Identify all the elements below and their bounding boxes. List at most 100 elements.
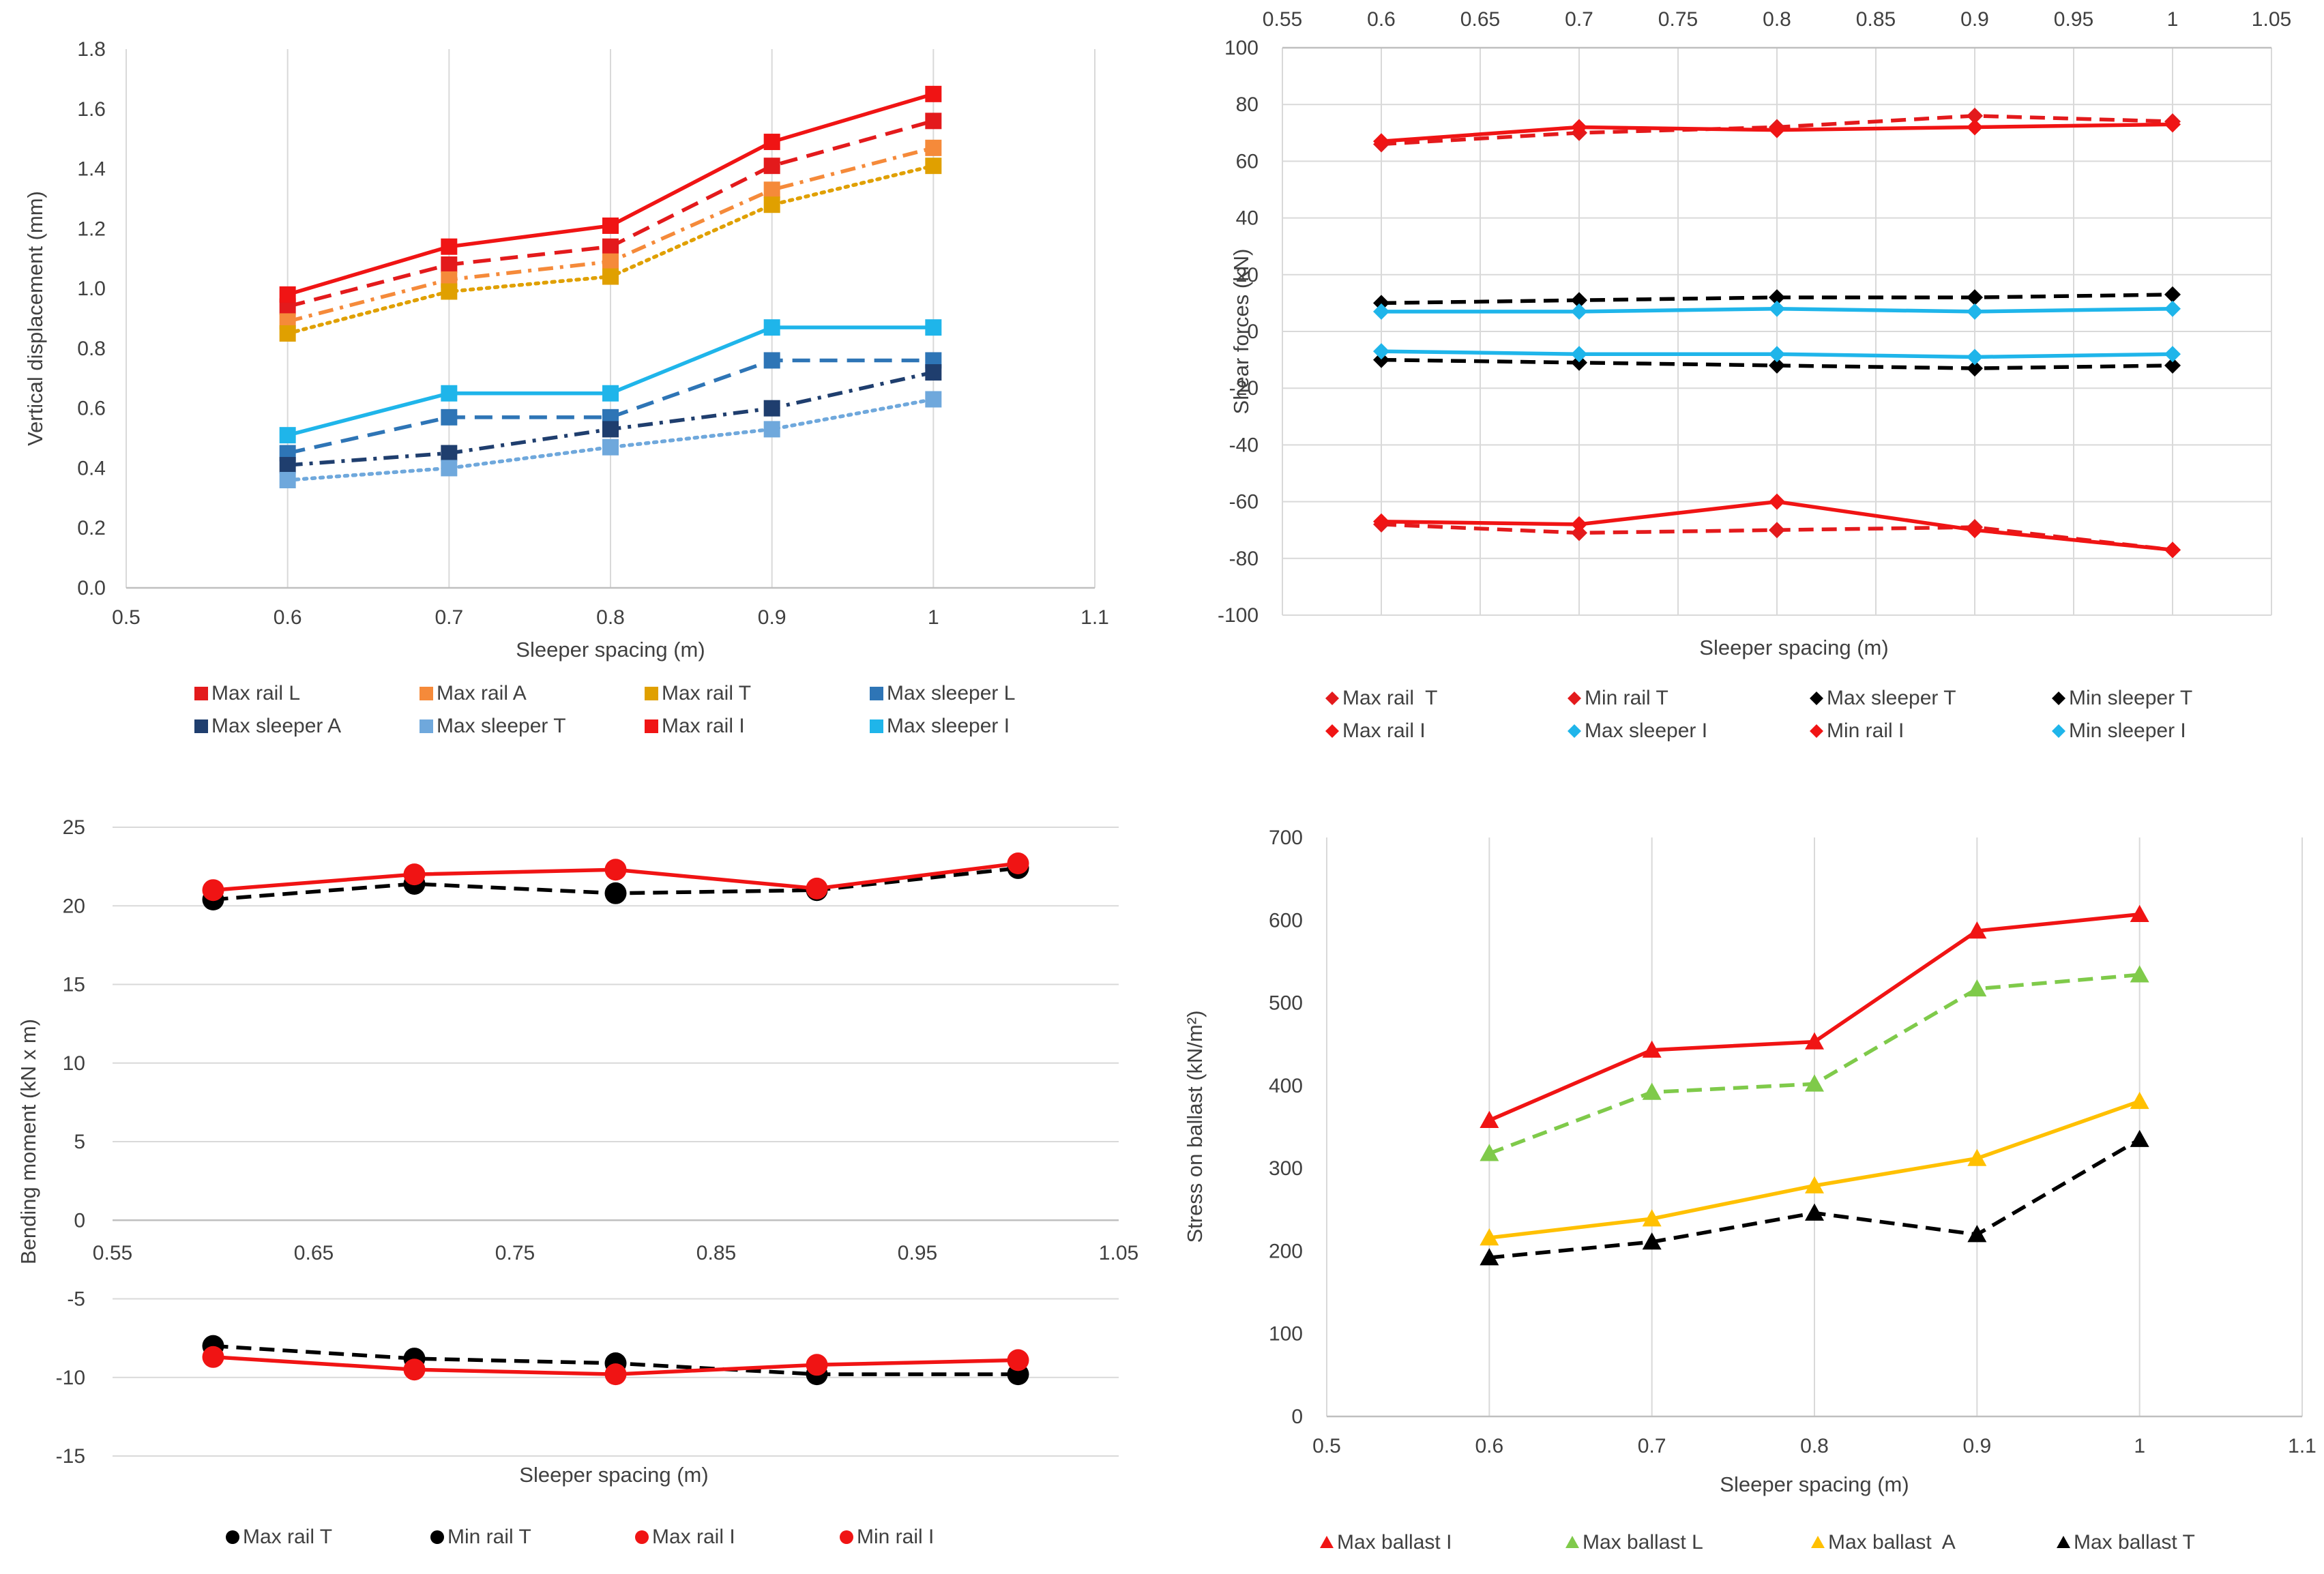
legend-label: Max rail I xyxy=(662,715,745,737)
stress-data-point xyxy=(1642,1209,1662,1227)
shear-data-point xyxy=(1967,360,1983,377)
legend-marker-shape xyxy=(430,1530,444,1544)
shear-data-point xyxy=(1967,119,1983,136)
disp-y-tick-label: 1.4 xyxy=(77,158,106,181)
disp-y-tick-label: 1.6 xyxy=(77,98,106,121)
moment-series-2 xyxy=(202,852,1029,902)
stress-x-axis-title: Sleeper spacing (m) xyxy=(1720,1472,1909,1496)
legend-marker xyxy=(870,719,883,733)
moment-y-tick-label: -10 xyxy=(56,1367,85,1389)
disp-data-point xyxy=(925,391,942,408)
shear-data-point xyxy=(1571,524,1587,541)
legend-item: Max ballast L xyxy=(1563,1528,1802,1558)
legend-marker-shape xyxy=(194,719,208,733)
legend-marker-shape xyxy=(1810,692,1823,705)
chart-disp-plot: 0.0 0.2 0.4 0.6 0.8 1.0 1.2 1.4 1.6 1.8 0.5 0.6 0.7 0… xyxy=(23,38,1109,662)
legend-label: Max ballast T xyxy=(2074,1531,2195,1554)
legend-label: Max sleeper I xyxy=(887,715,1010,737)
shear-x-axis-title: Sleeper spacing (m) xyxy=(1699,636,1888,659)
shear-y-tick-label: 20 xyxy=(1236,264,1259,286)
disp-y-axis-title: Vertical displacement (mm) xyxy=(23,191,47,446)
disp-series-line xyxy=(285,397,936,482)
disp-series-5 xyxy=(279,391,942,488)
shear-data-point xyxy=(1967,303,1983,320)
legend-label: Max rail L xyxy=(211,682,301,704)
legend-marker xyxy=(1568,724,1581,738)
shear-x-tick-label: 0.9 xyxy=(1960,8,1989,31)
shear-data-point xyxy=(1967,289,1983,306)
disp-data-point xyxy=(763,421,780,438)
legend-marker xyxy=(1325,692,1339,705)
moment-y-tick-label: -15 xyxy=(56,1445,85,1468)
disp-series-4 xyxy=(279,364,942,474)
shear-x-tick-label: 0.75 xyxy=(1658,8,1698,31)
stress-data-point xyxy=(1480,1248,1499,1266)
shear-x-tick-label: 0.55 xyxy=(1263,8,1302,31)
legend-marker-shape xyxy=(870,687,883,700)
legend-label: Max rail I xyxy=(1342,719,1426,742)
legend-marker xyxy=(1325,724,1339,738)
legend-item: Min rail I xyxy=(1808,716,2043,746)
legend-item: Max sleeper I xyxy=(1565,716,1801,746)
legend-marker xyxy=(420,687,433,700)
shear-data-point xyxy=(1769,357,1785,374)
legend-item: Max rail T xyxy=(1323,683,1559,713)
legend-label: Min rail T xyxy=(447,1526,531,1548)
disp-data-point xyxy=(602,217,619,234)
shear-data-point xyxy=(1967,522,1983,539)
legend-item: Max rail T xyxy=(224,1522,422,1552)
shear-gridlines xyxy=(1282,47,2272,616)
stress-x-tick-label: 0.6 xyxy=(1475,1435,1503,1457)
stress-y-tick-label: 200 xyxy=(1269,1240,1303,1262)
disp-data-point xyxy=(925,113,942,130)
legend-marker-shape xyxy=(635,1530,649,1544)
shear-y-axis-title: Shear forces (kN) xyxy=(1229,249,1253,415)
legend-marker-shape xyxy=(1325,724,1339,738)
shear-x-tick-label: 1 xyxy=(2167,8,2179,31)
legend-item: Max rail I xyxy=(643,711,861,741)
legend-label: Max ballast L xyxy=(1583,1531,1703,1554)
legend-marker-shape xyxy=(1568,692,1581,705)
stress-data-point xyxy=(1805,1032,1824,1050)
stress-y-tick-label: 300 xyxy=(1269,1157,1303,1180)
moment-x-tick-label: 1.05 xyxy=(1099,1242,1138,1264)
shear-x-tick-label: 0.6 xyxy=(1367,8,1396,31)
shear-x-tick-label: 0.65 xyxy=(1460,8,1500,31)
disp-data-point xyxy=(602,268,619,285)
legend-label: Max rail T xyxy=(1342,687,1438,709)
shear-series-2 xyxy=(1373,286,2181,312)
legend-marker xyxy=(1811,1536,1825,1548)
shear-y-tick-label: -40 xyxy=(1229,434,1259,456)
legend-marker-shape xyxy=(420,719,433,733)
legend-marker-shape xyxy=(226,1530,239,1544)
stress-data-point xyxy=(1480,1110,1499,1128)
moment-y-tick-label: 0 xyxy=(74,1209,85,1232)
legend-marker xyxy=(420,719,433,733)
moment-y-tick-label: 5 xyxy=(74,1131,85,1153)
legend-marker xyxy=(194,719,208,733)
legend-item: Max ballast A xyxy=(1809,1528,2048,1558)
legend-marker-shape xyxy=(1811,1536,1825,1548)
stress-series-1 xyxy=(1480,965,2149,1161)
shear-data-point xyxy=(1373,303,1389,320)
legend-item: Max sleeper A xyxy=(192,711,411,741)
shear-data-point xyxy=(2164,346,2181,363)
stress-y-tick-label: 700 xyxy=(1269,827,1303,849)
disp-x-tick-label: 0.7 xyxy=(435,606,463,629)
disp-y-tick-label: 0.6 xyxy=(77,398,106,420)
shear-data-point xyxy=(1571,516,1587,533)
stress-data-point xyxy=(1480,1144,1499,1161)
legend-marker-shape xyxy=(1565,1536,1579,1548)
shear-y-tick-label: 40 xyxy=(1236,207,1259,230)
legend-label: Max ballast I xyxy=(1337,1531,1452,1554)
stress-data-point xyxy=(2130,904,2149,922)
legend-marker xyxy=(194,687,208,700)
legend-label: Max sleeper I xyxy=(1585,719,1708,742)
legend-marker xyxy=(2052,724,2065,738)
disp-data-point xyxy=(279,286,296,303)
moment-y-tick-label: 10 xyxy=(63,1052,85,1075)
disp-data-point xyxy=(763,400,780,417)
disp-data-point xyxy=(925,139,942,156)
moment-x-tick-label: 0.85 xyxy=(696,1242,736,1264)
